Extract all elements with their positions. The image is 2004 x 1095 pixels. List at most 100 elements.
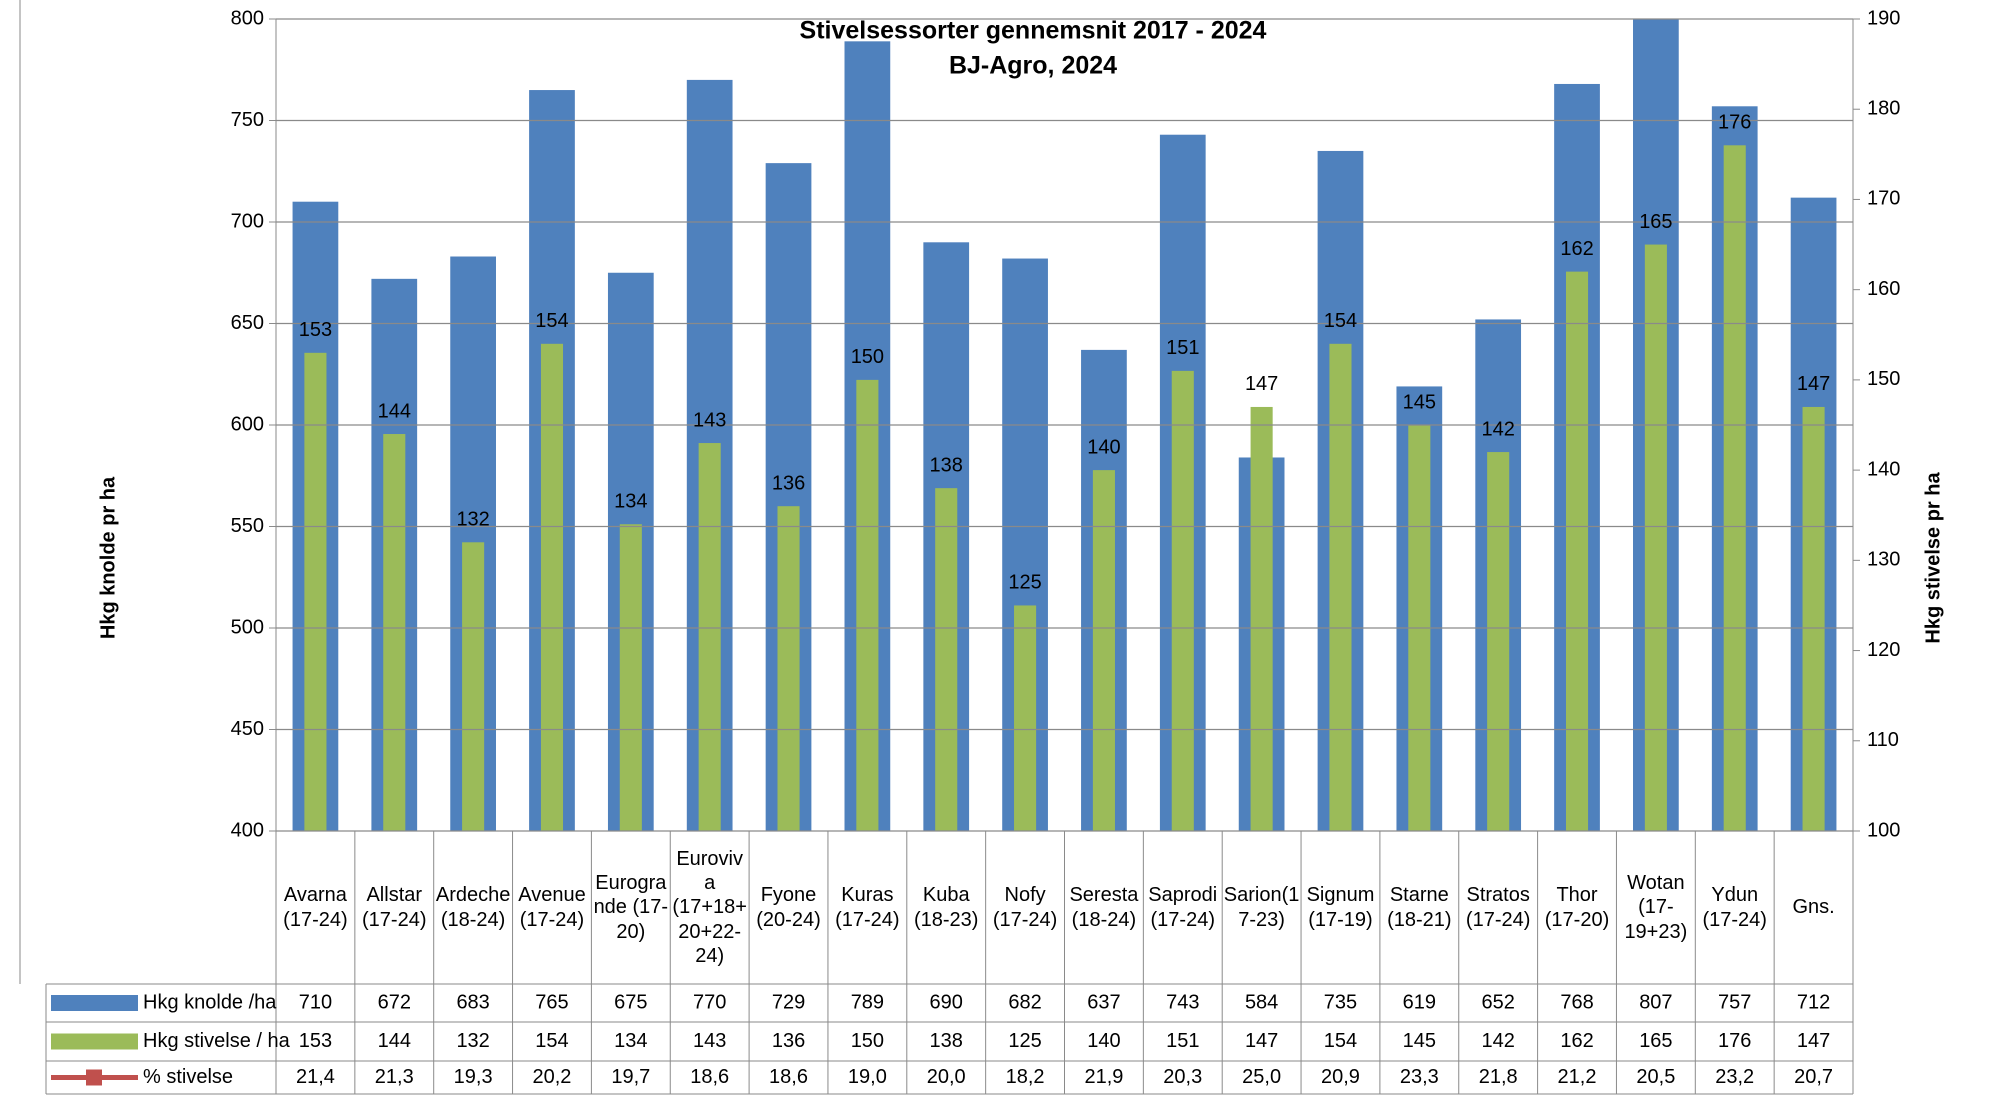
table-value: 25,0 — [1242, 1066, 1281, 1088]
y-tick-label: 700 — [231, 210, 264, 232]
category-cell: Gns. — [1792, 896, 1834, 918]
data-label: 147 — [1245, 373, 1278, 395]
table-value: 23,2 — [1715, 1066, 1754, 1088]
bar — [777, 506, 800, 831]
category-cell: Kuras (17-24) — [835, 884, 900, 931]
bar — [1250, 406, 1273, 831]
table-value: 145 — [1403, 1030, 1436, 1052]
bar — [1092, 470, 1115, 831]
table-value: 729 — [772, 991, 805, 1013]
y2-axis-label: Hkg stivelse pr ha — [1922, 472, 1944, 644]
table-value: 735 — [1324, 991, 1357, 1013]
data-label: 138 — [930, 454, 963, 476]
bar — [1487, 452, 1510, 831]
table-value: 18,6 — [690, 1066, 729, 1088]
bar — [1565, 271, 1589, 831]
category-cell: Kuba (18-23) — [913, 884, 979, 931]
legend-key — [51, 995, 138, 1011]
bar — [856, 379, 879, 831]
table-value: 710 — [299, 991, 332, 1013]
category-cell: Allstar (17-24) — [362, 884, 427, 931]
table-value: 176 — [1718, 1030, 1751, 1052]
table-value: 712 — [1797, 991, 1830, 1013]
table-value: 683 — [456, 991, 489, 1013]
table-value: 147 — [1245, 1030, 1278, 1052]
data-label: 136 — [772, 472, 805, 494]
table-value: 619 — [1403, 991, 1436, 1013]
table-value: 153 — [299, 1030, 332, 1052]
category-cell: Stratos (17-24) — [1465, 884, 1531, 931]
category-cell: Euroviva (17+18+20+22-24) — [672, 848, 747, 968]
category-cell: Wotan (17-19+23) — [1624, 871, 1688, 943]
table-value: 770 — [693, 991, 726, 1013]
table-value: 672 — [378, 991, 411, 1013]
bar — [540, 343, 564, 831]
x-tick-label: Wotan (17-19+23) — [1624, 871, 1688, 943]
x-tick-label: Stratos (17-24) — [1465, 884, 1531, 931]
table-value: 165 — [1639, 1030, 1672, 1052]
category-cell: Nofy (17-24) — [992, 884, 1058, 931]
data-label: 144 — [378, 400, 411, 422]
data-label: 143 — [693, 409, 726, 431]
category-cell: Sarion(17-23) — [1223, 884, 1300, 931]
table-value: 142 — [1481, 1030, 1514, 1052]
y2-tick-label: 100 — [1867, 819, 1900, 841]
x-tick-label: Allstar (17-24) — [362, 884, 427, 931]
data-label: 132 — [456, 509, 489, 531]
x-tick-label: Nofy (17-24) — [992, 884, 1058, 931]
category-cell: Avenue (17-24) — [518, 884, 586, 931]
category-cell: Seresta (18-24) — [1069, 884, 1138, 930]
table-value: 23,3 — [1400, 1066, 1439, 1088]
table-value: 789 — [851, 991, 884, 1013]
chart-subtitle: BJ-Agro, 2024 — [949, 52, 1117, 80]
table-value: 807 — [1639, 991, 1672, 1013]
y-tick-label: 450 — [231, 718, 264, 740]
y-tick-label: 750 — [231, 109, 264, 131]
bar — [304, 352, 327, 831]
table-value: 19,0 — [848, 1066, 887, 1088]
legend-label: Hkg stivelse / ha — [143, 1030, 291, 1052]
x-tick-label: Kuba (18-23) — [913, 884, 979, 931]
bar — [1802, 406, 1825, 831]
data-label: 153 — [299, 319, 332, 341]
bar — [383, 434, 406, 831]
bar — [1171, 370, 1194, 831]
table-value: 154 — [1324, 1030, 1357, 1052]
data-label: 154 — [1324, 310, 1357, 332]
table-value: 150 — [851, 1030, 884, 1052]
data-label: 165 — [1639, 211, 1672, 233]
bar — [619, 524, 642, 831]
category-cell: Saprodi (17-24) — [1148, 884, 1217, 930]
plot-area — [292, 19, 1837, 831]
table-value: 136 — [772, 1030, 805, 1052]
table-value: 637 — [1087, 991, 1120, 1013]
y-tick-label: 650 — [231, 312, 264, 334]
table-value: 20,9 — [1321, 1066, 1360, 1088]
table-value: 18,6 — [769, 1066, 808, 1088]
table-value: 584 — [1245, 991, 1278, 1013]
x-tick-label: Starne (18-21) — [1387, 884, 1452, 931]
x-tick-label: Kuras (17-24) — [835, 884, 900, 931]
data-label: 162 — [1560, 238, 1593, 260]
table-value: 132 — [456, 1030, 489, 1052]
bar — [1014, 605, 1037, 831]
x-tick-label: Avenue (17-24) — [518, 884, 586, 931]
table-value: 140 — [1087, 1030, 1120, 1052]
table-value: 19,7 — [611, 1066, 650, 1088]
category-cell: Starne (18-21) — [1387, 884, 1452, 931]
x-tick-label: Ardeche (18-24) — [435, 884, 511, 931]
data-label: 176 — [1718, 112, 1751, 134]
data-label: 142 — [1481, 418, 1514, 440]
table-value: 20,3 — [1163, 1066, 1202, 1088]
data-label: 154 — [535, 310, 568, 332]
x-tick-label: Sarion(17-23) — [1223, 884, 1300, 931]
bar — [1644, 244, 1667, 831]
table-value: 768 — [1560, 991, 1593, 1013]
y-tick-label: 800 — [231, 7, 264, 29]
table-value: 20,5 — [1636, 1066, 1675, 1088]
category-cell: Thor (17-20) — [1545, 884, 1609, 930]
y2-tick-label: 170 — [1867, 188, 1900, 210]
y-tick-label: 550 — [231, 515, 264, 537]
table-value: 21,9 — [1084, 1066, 1123, 1088]
legend-key — [86, 1069, 102, 1086]
